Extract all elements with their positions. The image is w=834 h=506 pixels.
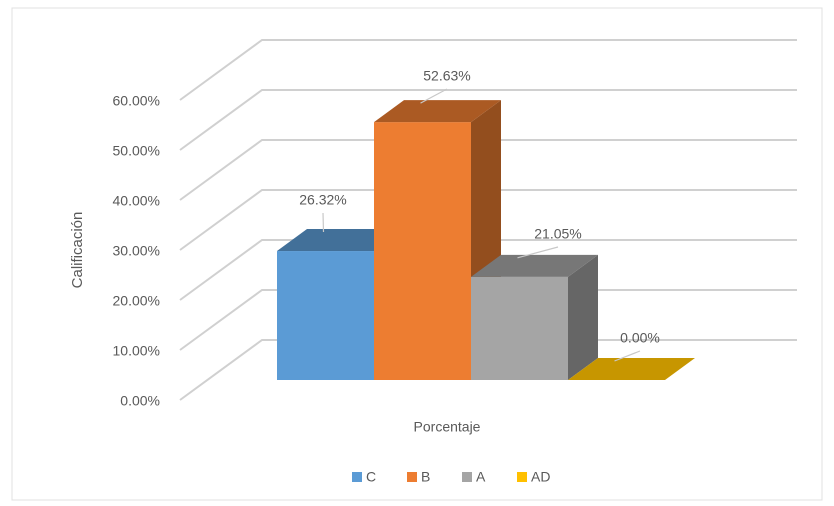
bar — [471, 254, 598, 380]
leader-line — [322, 212, 325, 233]
grid-line — [179, 339, 797, 401]
grid-line — [179, 89, 797, 151]
y-axis-title: Calificación — [69, 212, 86, 289]
legend-label: A — [476, 469, 486, 485]
bar-front — [374, 122, 471, 380]
bar — [374, 100, 501, 380]
grid-line — [179, 189, 797, 251]
bar-side — [568, 254, 598, 380]
x-tick-label: Porcentaje — [414, 419, 481, 435]
leader-line — [420, 88, 448, 104]
y-tick-label: 50.00% — [113, 143, 160, 159]
grid-line — [179, 289, 797, 351]
bar-top — [568, 358, 695, 380]
legend-label: C — [366, 469, 376, 485]
legend-swatch — [352, 472, 362, 482]
y-tick-label: 20.00% — [113, 293, 160, 309]
legend-swatch — [462, 472, 472, 482]
bar-top — [374, 100, 501, 123]
bar — [568, 358, 695, 380]
leader-line — [517, 246, 559, 259]
y-tick-label: 10.00% — [113, 343, 160, 359]
legend-swatch — [517, 472, 527, 482]
y-tick-label: 40.00% — [113, 193, 160, 209]
grid-line — [179, 239, 797, 301]
y-tick-label: 60.00% — [113, 93, 160, 109]
value-label: 0.00% — [620, 330, 660, 346]
grid-line — [179, 39, 797, 101]
bar-top — [277, 229, 404, 252]
value-label: 52.63% — [423, 68, 470, 84]
value-label: 26.32% — [299, 192, 346, 208]
leader-line — [614, 350, 641, 362]
y-tick-label: 30.00% — [113, 243, 160, 259]
y-tick-label: 0.00% — [120, 393, 160, 409]
bar-front — [277, 251, 374, 380]
bar-front — [471, 276, 568, 380]
legend-swatch — [407, 472, 417, 482]
legend-label: B — [421, 469, 430, 485]
bar-top — [471, 254, 598, 277]
value-label: 21.05% — [534, 226, 581, 242]
grid-line — [179, 139, 797, 201]
legend-label: AD — [531, 469, 550, 485]
